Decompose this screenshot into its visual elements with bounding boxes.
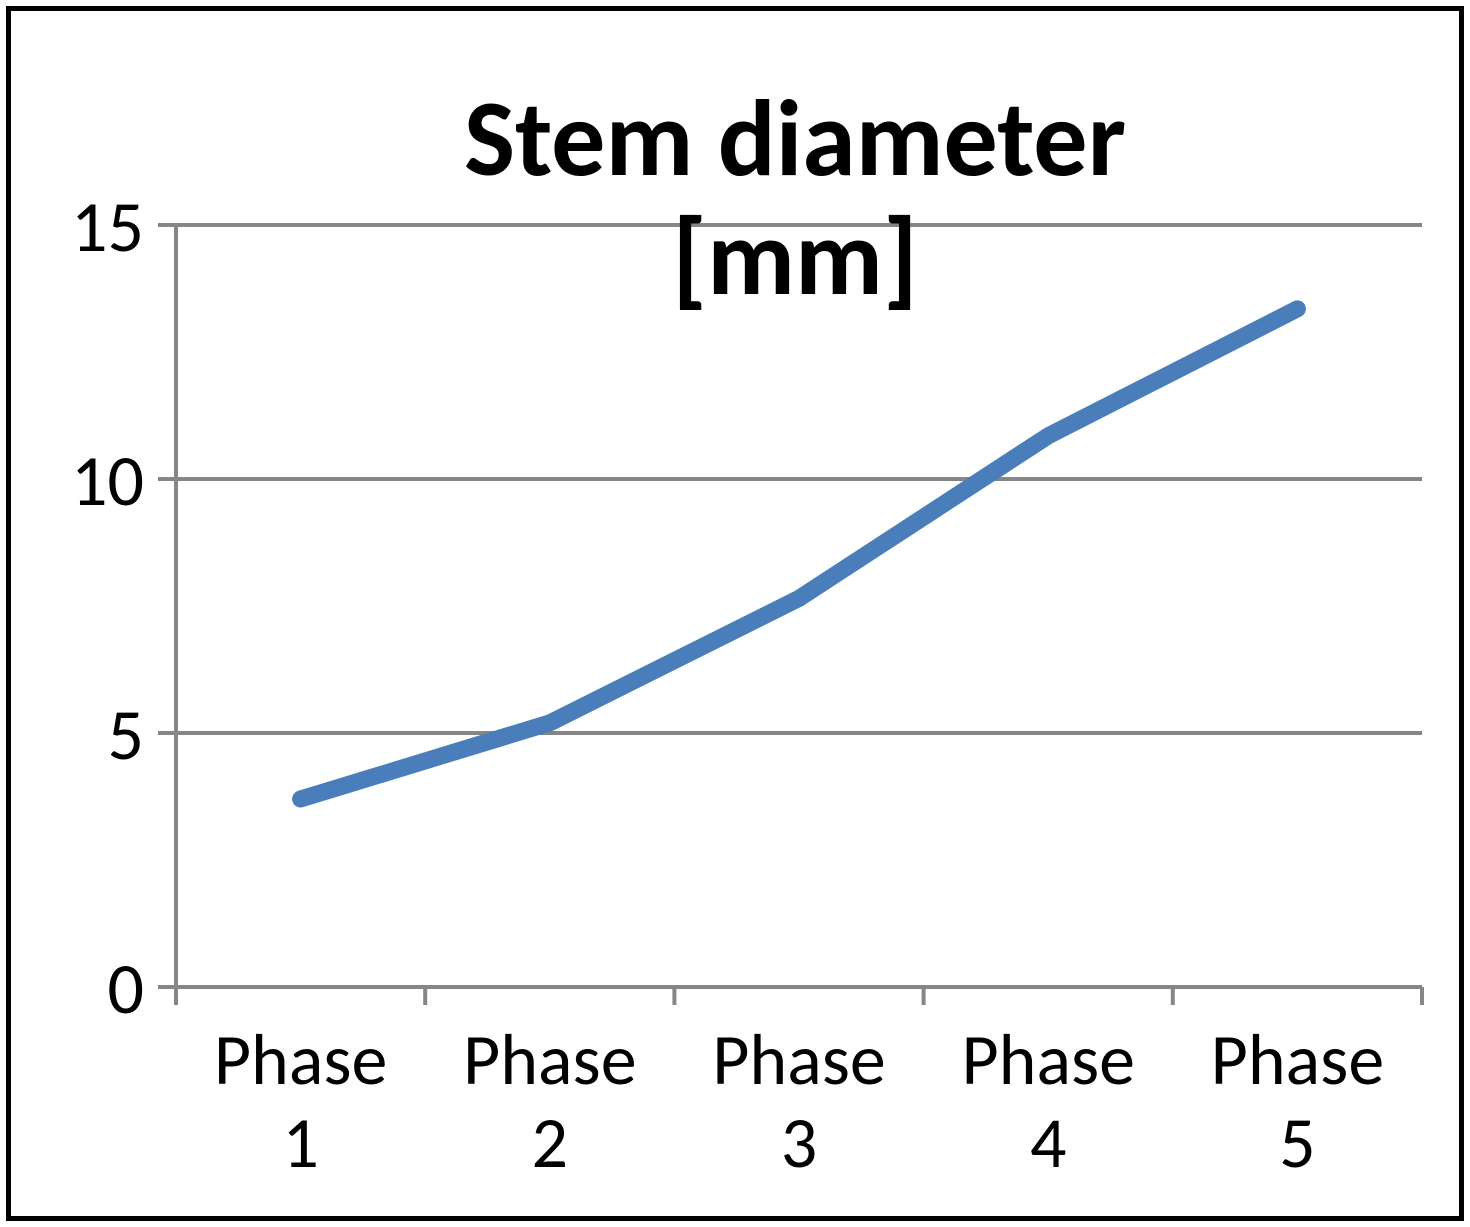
y-tick-label: 0 — [0, 945, 144, 1033]
x-tick-label: Phase 2 — [425, 1019, 674, 1185]
x-tick-label: Phase 3 — [674, 1019, 923, 1185]
x-tick-label: Phase 1 — [176, 1019, 425, 1185]
x-tick-label: Phase 5 — [1173, 1019, 1422, 1185]
chart-title: Stem diameter [mm] — [60, 80, 1470, 318]
y-tick-label: 10 — [0, 437, 144, 525]
y-tick-label: 5 — [0, 691, 144, 779]
y-tick-label: 15 — [0, 183, 144, 271]
x-tick-label: Phase 4 — [924, 1019, 1173, 1185]
